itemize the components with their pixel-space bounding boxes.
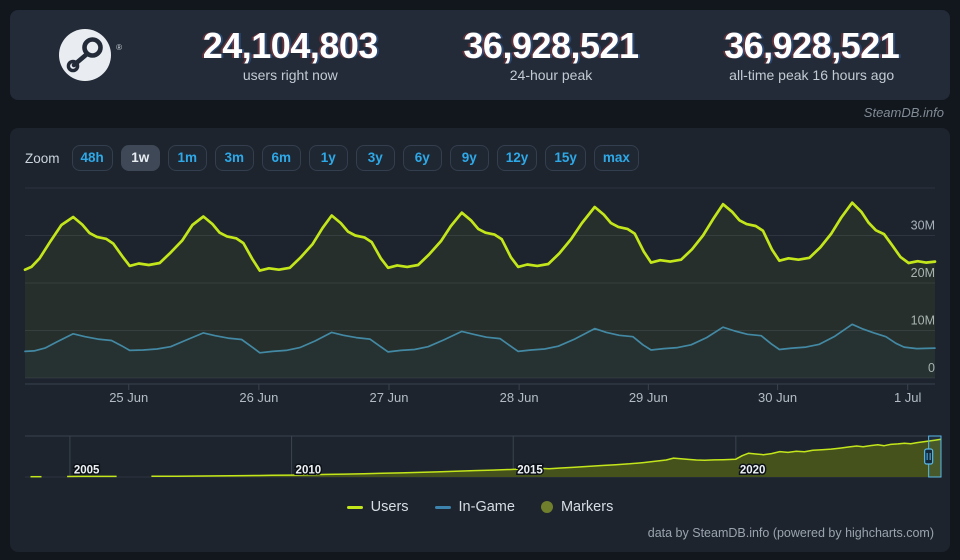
stat-label: 24-hour peak: [509, 67, 593, 84]
svg-text:20M: 20M: [911, 266, 935, 280]
zoom-button-1m[interactable]: 1m: [167, 145, 207, 172]
navigator-handle[interactable]: [924, 448, 934, 465]
svg-text:28 Jun: 28 Jun: [500, 390, 539, 405]
zoom-button-6y[interactable]: 6y: [402, 145, 442, 172]
stat-label: users right now: [242, 67, 338, 84]
svg-text:2015: 2015: [517, 465, 543, 477]
legend-label: Users: [370, 499, 409, 515]
steamdb-watermark: SteamDB.info: [863, 105, 944, 120]
steam-logo: ®: [10, 27, 160, 83]
chart-panel: Zoom 48h 1w 1m 3m 6m 1y 3y 6y 9y 12y 15y max 25 Jun…: [10, 128, 950, 552]
svg-text:25 Jun: 25 Jun: [109, 390, 148, 405]
svg-text:10M: 10M: [911, 314, 935, 328]
svg-text:2020: 2020: [740, 465, 766, 477]
chart-legend: Users In-Game Markers: [10, 499, 950, 515]
svg-text:2005: 2005: [74, 465, 100, 477]
zoom-toolbar: Zoom 48h 1w 1m 3m 6m 1y 3y 6y 9y 12y 15y max: [25, 145, 639, 172]
legend-label: In-Game: [458, 499, 515, 515]
stat-label: all-time peak 16 hours ago: [729, 67, 895, 84]
svg-text:0: 0: [928, 361, 935, 375]
navigator-chart[interactable]: 2005 2010 2015 2020: [10, 428, 950, 490]
main-chart[interactable]: 25 Jun 26 Jun 27 Jun 28 Jun 29 Jun 30 Jun 1 Ju…: [10, 185, 950, 415]
zoom-label: Zoom: [25, 150, 60, 166]
legend-swatch: [434, 505, 451, 509]
svg-text:2010: 2010: [296, 465, 322, 477]
stat-value: 36,928,521: [724, 24, 900, 66]
zoom-button-1y[interactable]: 1y: [308, 145, 348, 172]
zoom-button-12y[interactable]: 12y: [496, 145, 538, 172]
legend-swatch: [346, 505, 363, 509]
svg-text:27 Jun: 27 Jun: [369, 390, 408, 405]
legend-item-users[interactable]: Users: [346, 499, 409, 515]
zoom-button-48h[interactable]: 48h: [71, 145, 113, 172]
steam-logo-icon: [59, 29, 111, 81]
zoom-button-max[interactable]: max: [593, 145, 639, 172]
legend-item-markers[interactable]: Markers: [540, 499, 614, 515]
stat-value: 36,928,521: [463, 24, 639, 66]
registered-trademark-symbol: ®: [116, 43, 122, 52]
zoom-button-3m[interactable]: 3m: [214, 145, 254, 172]
legend-swatch: [540, 501, 553, 513]
svg-text:30 Jun: 30 Jun: [758, 390, 797, 405]
legend-item-in-game[interactable]: In-Game: [434, 499, 515, 515]
zoom-button-9y[interactable]: 9y: [449, 145, 489, 172]
stat-all-time-peak: 36,928,521 all-time peak 16 hours ago: [681, 24, 942, 84]
header-stats: 24,104,803 users right now 36,928,521 24…: [160, 24, 950, 84]
legend-label: Markers: [560, 499, 614, 515]
stat-users-right-now: 24,104,803 users right now: [160, 24, 421, 84]
stat-24-hour-peak: 36,928,521 24-hour peak: [421, 24, 682, 84]
zoom-button-1w[interactable]: 1w: [120, 145, 160, 172]
svg-text:1 Jul: 1 Jul: [894, 390, 922, 405]
stat-value: 24,104,803: [202, 24, 379, 66]
zoom-buttons: 48h 1w 1m 3m 6m 1y 3y 6y 9y 12y 15y max: [71, 145, 639, 172]
zoom-button-3y[interactable]: 3y: [355, 145, 395, 172]
svg-text:26 Jun: 26 Jun: [239, 390, 278, 405]
header-stats-bar: ® 24,104,803 users right now 36,928,521 …: [10, 10, 950, 100]
svg-text:30M: 30M: [911, 219, 935, 233]
chart-credits: data by SteamDB.info (powered by highcha…: [647, 526, 934, 540]
svg-text:29 Jun: 29 Jun: [629, 390, 668, 405]
zoom-button-15y[interactable]: 15y: [545, 145, 586, 172]
zoom-button-6m[interactable]: 6m: [261, 145, 301, 172]
